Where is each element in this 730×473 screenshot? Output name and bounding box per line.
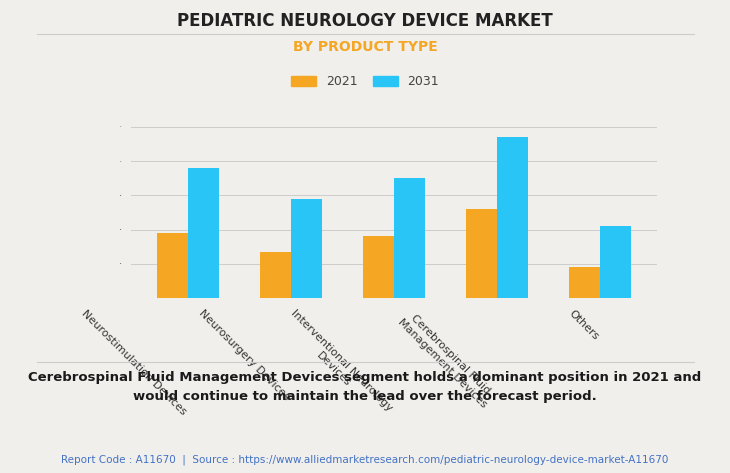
Text: PEDIATRIC NEUROLOGY DEVICE MARKET: PEDIATRIC NEUROLOGY DEVICE MARKET (177, 12, 553, 30)
Text: BY PRODUCT TYPE: BY PRODUCT TYPE (293, 40, 437, 54)
Bar (291, 199, 322, 298)
Bar (466, 209, 497, 298)
Bar (394, 178, 425, 298)
Text: Cerebrospinal Fluid Management Devices segment holds a dominant position in 2021: Cerebrospinal Fluid Management Devices s… (28, 371, 702, 403)
Bar (157, 233, 188, 298)
Bar (497, 137, 529, 298)
Bar (260, 252, 291, 298)
Bar (188, 168, 219, 298)
Bar (364, 236, 394, 298)
Legend: 2021, 2031: 2021, 2031 (286, 70, 444, 93)
Bar (600, 226, 631, 298)
Text: Report Code : A11670  |  Source : https://www.alliedmarketresearch.com/pediatric: Report Code : A11670 | Source : https://… (61, 454, 669, 464)
Bar (569, 267, 600, 298)
